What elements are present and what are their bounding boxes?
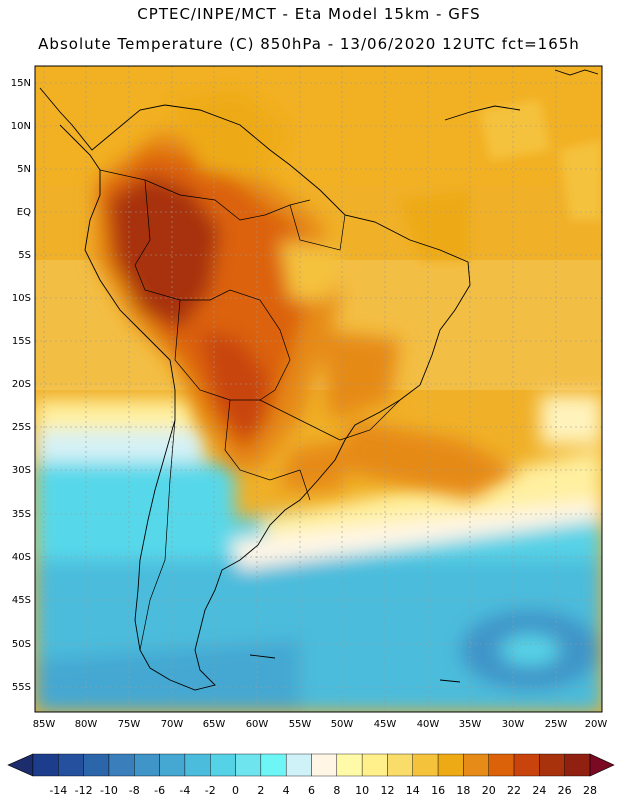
- colorbar-swatch: [83, 753, 110, 777]
- lon-label: 20W: [585, 719, 608, 730]
- lat-label: 45S: [12, 595, 31, 606]
- colorbar-swatch: [513, 753, 540, 777]
- colorbar-label: 16: [431, 784, 445, 797]
- colorbar-label: 18: [456, 784, 470, 797]
- colorbar: -14 -12 -10 -8 -6 -4 -2 0 2 4 6 8 10 12 14 16 18 20 22 24 26…: [7, 753, 615, 797]
- colorbar-label: -2: [205, 784, 216, 797]
- colorbar-label: 4: [283, 784, 290, 797]
- lat-label: 10S: [12, 293, 31, 304]
- lat-label: 15S: [12, 336, 31, 347]
- colorbar-label: 0: [232, 784, 239, 797]
- lon-label: 35W: [459, 719, 482, 730]
- lat-label: 5N: [17, 164, 31, 175]
- colorbar-swatch: [210, 753, 236, 777]
- colorbar-swatch: [412, 753, 439, 777]
- colorbar-swatch: [32, 753, 59, 777]
- colorbar-label: 22: [507, 784, 521, 797]
- lon-label: 40W: [417, 719, 440, 730]
- map-subtitle: Absolute Temperature (C) 850hPa - 13/06/…: [38, 35, 580, 53]
- colorbar-swatch: [159, 753, 186, 777]
- colorbar-label: 24: [532, 784, 546, 797]
- colorbar-swatch: [260, 753, 287, 777]
- map-frame: [34, 65, 603, 713]
- colorbar-swatch: [387, 753, 413, 777]
- colorbar-label: -6: [154, 784, 165, 797]
- lon-label: 70W: [161, 719, 184, 730]
- lat-label: 20S: [12, 379, 31, 390]
- map-title: CPTEC/INPE/MCT - Eta Model 15km - GFS: [137, 5, 481, 23]
- lon-label: 65W: [203, 719, 226, 730]
- lon-label: 75W: [118, 719, 141, 730]
- colorbar-swatch: [564, 753, 591, 777]
- colorbar-swatch: [184, 753, 211, 777]
- lon-label: 50W: [331, 719, 354, 730]
- colorbar-high-cap: [589, 753, 615, 777]
- lon-label: 45W: [374, 719, 397, 730]
- colorbar-label: 26: [558, 784, 572, 797]
- lon-label: 30W: [502, 719, 525, 730]
- longitude-axis: 85W 80W 75W 70W 65W 60W 55W 50W 45W 40W …: [33, 719, 608, 730]
- colorbar-swatch: [488, 753, 515, 777]
- country-borders: [99, 169, 401, 651]
- lat-label: 40S: [12, 552, 31, 563]
- colorbar-label: 10: [355, 784, 369, 797]
- colorbar-label: 2: [257, 784, 264, 797]
- colorbar-label: -14: [49, 784, 67, 797]
- colorbar-swatch: [58, 753, 84, 777]
- colorbar-label: -8: [129, 784, 140, 797]
- lat-label: 35S: [12, 509, 31, 520]
- colorbar-label: 8: [333, 784, 340, 797]
- colorbar-label: 28: [583, 784, 597, 797]
- colorbar-label: 20: [482, 784, 496, 797]
- colorbar-label: 14: [406, 784, 420, 797]
- colorbar-label: 6: [308, 784, 315, 797]
- latitude-axis: 15N 10N 5N EQ 5S 10S 15S 20S 25S 30S 35S…: [11, 78, 31, 693]
- lat-label: 10N: [11, 121, 31, 132]
- lat-label: 5S: [18, 250, 31, 261]
- lon-label: 25W: [545, 719, 568, 730]
- lon-label: 85W: [33, 719, 56, 730]
- colorbar-swatch: [463, 753, 489, 777]
- temperature-field: [35, 66, 602, 712]
- coastline: [39, 69, 599, 691]
- colorbar-swatch: [336, 753, 363, 777]
- colorbar-swatch: [235, 753, 262, 777]
- colorbar-low-cap: [7, 753, 34, 777]
- lon-label: 80W: [75, 719, 98, 730]
- lon-label: 55W: [289, 719, 312, 730]
- colorbar-swatch: [311, 753, 338, 777]
- lat-label: 30S: [12, 465, 31, 476]
- lat-label: 55S: [12, 682, 31, 693]
- lat-label: 15N: [11, 78, 31, 89]
- colorbar-swatch: [437, 753, 464, 777]
- colorbar-swatch: [108, 753, 135, 777]
- lon-label: 60W: [246, 719, 269, 730]
- colorbar-swatch: [134, 753, 160, 777]
- colorbar-label: -10: [100, 784, 118, 797]
- lat-label: EQ: [17, 207, 31, 218]
- lat-label: 25S: [12, 422, 31, 433]
- colorbar-label: 12: [380, 784, 394, 797]
- colorbar-swatch: [361, 753, 388, 777]
- lat-label: 50S: [12, 639, 31, 650]
- colorbar-label: -12: [75, 784, 93, 797]
- colorbar-swatch: [539, 753, 565, 777]
- colorbar-swatch: [285, 753, 312, 777]
- colorbar-label: -4: [179, 784, 190, 797]
